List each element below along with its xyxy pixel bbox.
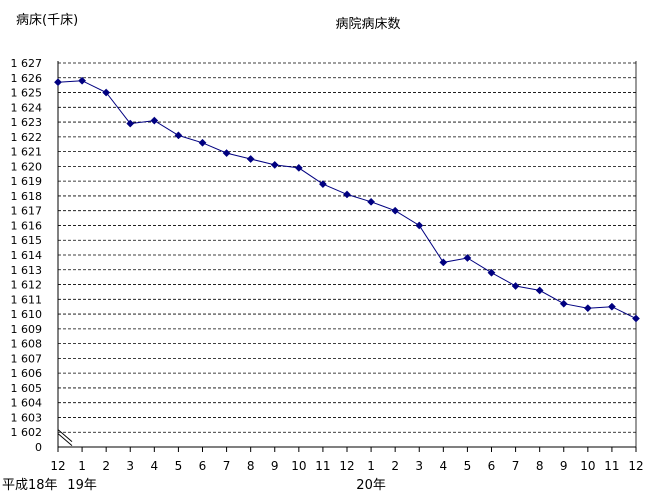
data-point (270, 160, 279, 169)
data-point (415, 221, 424, 230)
axes (57, 61, 637, 452)
gridlines (58, 62, 636, 448)
x-tick-label: 2 (102, 459, 110, 473)
y-tick-label: 1 621 (11, 146, 43, 159)
data-point (583, 304, 592, 313)
y-tick-label: 1 610 (11, 308, 43, 321)
y-tick-label: 1 613 (11, 264, 43, 277)
x-tick-label: 4 (440, 459, 448, 473)
x-tick-label: 8 (536, 459, 544, 473)
x-tick-label: 9 (271, 459, 279, 473)
y-tick-label: 1 626 (11, 72, 43, 85)
x-tick-label: 11 (315, 459, 330, 473)
x-tick-label: 4 (151, 459, 159, 473)
data-point (198, 138, 207, 147)
data-point (367, 197, 376, 206)
data-point (439, 258, 448, 267)
y-tick-label: 1 617 (11, 205, 43, 218)
y-tick-label: 1 602 (11, 426, 43, 439)
y-tick-label: 1 606 (11, 367, 43, 380)
y-tick-label: 1 607 (11, 352, 43, 365)
data-point (343, 190, 351, 199)
data-point (54, 78, 62, 87)
x-tick-label: 10 (291, 459, 306, 473)
x-tick-label: 8 (247, 459, 255, 473)
era-labels: 平成18年 19年 20年 (2, 478, 386, 493)
chart-title: 病院病床数 (335, 17, 400, 32)
data-point (487, 268, 496, 277)
y-tick-label: 1 614 (11, 249, 43, 262)
data-point (559, 299, 568, 308)
y-tick-label: 1 604 (11, 397, 43, 410)
axis-break-mark (57, 429, 73, 442)
x-tick-label: 12 (628, 459, 643, 473)
data-point (126, 119, 135, 128)
series-line (57, 80, 637, 319)
data-point (318, 180, 327, 189)
y-tick-label: 1 608 (11, 338, 43, 351)
y-tick-label: 1 612 (11, 279, 43, 292)
y-tick-label: 1 624 (11, 101, 43, 114)
x-tick-label: 3 (415, 459, 423, 473)
y-tick-label: 1 622 (11, 131, 43, 144)
x-tick-label: 1 (367, 459, 375, 473)
x-tick-label: 2 (391, 459, 399, 473)
x-tick-label: 11 (604, 459, 619, 473)
x-tick-label: 3 (126, 459, 134, 473)
data-point (391, 206, 400, 215)
y-tick-label: 1 616 (11, 219, 43, 232)
data-point (222, 149, 231, 158)
x-tick-label: 7 (512, 459, 520, 473)
x-tick-label: 6 (488, 459, 496, 473)
series-line-path (57, 80, 637, 319)
y-tick-label: 1 627 (11, 57, 43, 70)
era-label: 平成18年 (2, 478, 58, 493)
x-tick-label: 10 (580, 459, 595, 473)
x-tick-label: 5 (175, 459, 183, 473)
x-tick-label: 12 (50, 459, 65, 473)
era-label: 19年 (67, 478, 97, 493)
data-point (294, 163, 303, 172)
y-axis-title: 病床(千床) (16, 13, 78, 28)
data-point (246, 155, 255, 163)
data-point (102, 88, 111, 97)
data-point (607, 302, 616, 311)
y-tick-label: 1 609 (11, 323, 43, 336)
data-point (78, 76, 87, 85)
data-point (463, 254, 472, 262)
y-tick-label: 1 611 (11, 293, 43, 306)
y-tick-label: 1 603 (11, 411, 43, 424)
era-label: 20年 (356, 478, 386, 493)
x-tick-label: 7 (223, 459, 231, 473)
y-tick-label: 1 615 (11, 234, 43, 247)
data-point (174, 131, 183, 140)
y-tick-label: 1 620 (11, 160, 43, 173)
y-tick-label: 1 625 (11, 87, 43, 100)
data-point (535, 286, 544, 295)
y-tick-label: 1 618 (11, 190, 43, 203)
axis-break-mark (57, 433, 73, 446)
x-tick-label: 9 (560, 459, 568, 473)
y-tick-label: 1 619 (11, 175, 43, 188)
data-point (150, 116, 159, 125)
x-tick-label: 12 (339, 459, 354, 473)
x-tick-labels: 12 1 2 3 4 5 6 7 8 9 10 11 12 1 2 3 4 5 6 7 8 9 10 11 12 (50, 459, 643, 473)
y-tick-label: 0 (35, 441, 42, 454)
data-point (632, 314, 640, 323)
series-points (54, 76, 640, 323)
y-tick-label: 1 605 (11, 382, 43, 395)
x-tick-label: 1 (78, 459, 86, 473)
x-tick-label: 5 (464, 459, 472, 473)
data-point (511, 282, 520, 290)
y-tick-label: 1 623 (11, 116, 43, 129)
x-tick-label: 6 (199, 459, 207, 473)
